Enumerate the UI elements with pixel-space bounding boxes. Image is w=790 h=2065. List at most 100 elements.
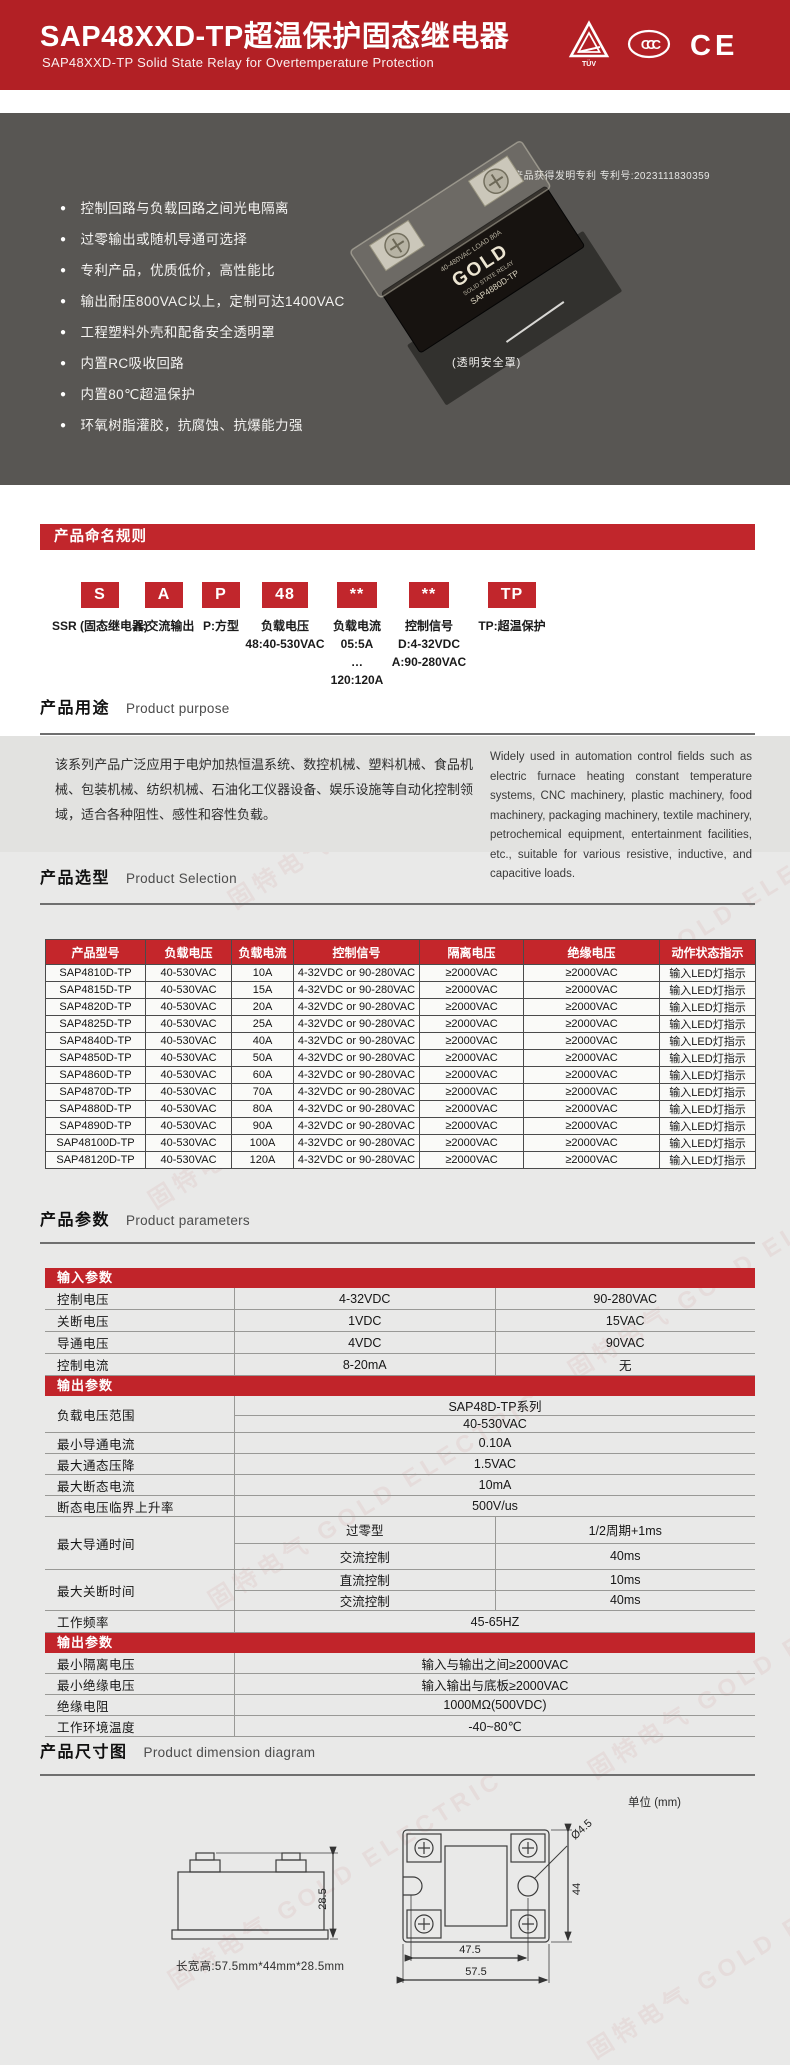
param-value: SAP48D-TP系列 <box>448 1400 542 1414</box>
table-cell: 10A <box>231 964 294 982</box>
table-row: SAP48120D-TP 40-530VAC 120A 4-32VDC or 90-2… <box>45 1151 756 1169</box>
parameters-table: 输入参数 控制电压 4-32VDC 90-280VAC 关断电压 1VDC 15… <box>45 1268 755 1737</box>
table-cell: ≥2000VAC <box>419 1100 524 1118</box>
table-row: SAP4850D-TP 40-530VAC 50A 4-32VDC or 90-280… <box>45 1049 756 1067</box>
param-section-bar: 输入参数 <box>45 1268 755 1288</box>
param-row: 最小导通电流 0.10A <box>45 1433 755 1454</box>
table-cell: 20A <box>231 998 294 1016</box>
table-row: SAP4840D-TP 40-530VAC 40A 4-32VDC or 90-280… <box>45 1032 756 1050</box>
table-cell: 4-32VDC or 90-280VAC <box>293 1083 420 1101</box>
table-cell: SAP4820D-TP <box>45 998 146 1016</box>
naming-desc: SSR (固态继电器) <box>51 619 148 633</box>
param-condition: 交流控制 <box>339 1550 390 1565</box>
param-row: 导通电压 4VDC 90VAC <box>45 1332 755 1354</box>
feature-item: 工程塑料外壳和配备安全透明罩 <box>60 321 345 341</box>
naming-desc: 负载电流 <box>332 619 381 633</box>
column-header: 绝缘电压 <box>523 939 660 965</box>
table-header-row: 产品型号 负载电压 负载电流 控制信号 隔离电压 绝缘电压 动作状态指示 <box>45 939 756 965</box>
table-cell: ≥2000VAC <box>419 981 524 999</box>
table-cell: 4-32VDC or 90-280VAC <box>293 1134 420 1152</box>
table-cell: 120A <box>231 1151 294 1169</box>
param-value: 40ms <box>494 1590 756 1610</box>
purpose-title: 产品用途 Product purpose <box>40 694 230 718</box>
table-cell: SAP4880D-TP <box>45 1100 146 1118</box>
table-cell: 4-32VDC or 90-280VAC <box>293 981 420 999</box>
table-cell: SAP4870D-TP <box>45 1083 146 1101</box>
table-cell: ≥2000VAC <box>419 998 524 1016</box>
table-cell: 输入LED灯指示 <box>659 1117 756 1135</box>
param-row: 断态电压临界上升率 500V/us <box>45 1496 755 1517</box>
param-row: 绝缘电阻 1000MΩ(500VDC) <box>45 1695 755 1716</box>
param-row: 工作频率 45-65HZ <box>45 1611 755 1633</box>
param-value: 0.10A <box>478 1436 512 1450</box>
ce-icon: CE <box>690 30 734 61</box>
patent-note: 该系列产品获得发明专利 专利号:2023111830359 <box>482 171 710 182</box>
dim-label-width-outer: 57.5 <box>465 1966 486 1978</box>
table-cell: 输入LED灯指示 <box>659 1151 756 1169</box>
param-row: 最小绝缘电压 输入输出与底板≥2000VAC <box>45 1674 755 1695</box>
parameters-title-zh: 产品参数 <box>40 1212 111 1229</box>
feature-item: 过零输出或随机导通可选择 <box>60 228 345 248</box>
table-cell: 50A <box>231 1049 294 1067</box>
column-header: 动作状态指示 <box>659 939 756 965</box>
param-value: 1000MΩ(500VDC) <box>443 1698 547 1712</box>
param-condition: 交流控制 <box>339 1594 390 1609</box>
table-row: SAP4880D-TP 40-530VAC 80A 4-32VDC or 90-280… <box>45 1100 756 1118</box>
purpose-title-zh: 产品用途 <box>40 700 111 717</box>
table-cell: 输入LED灯指示 <box>659 1015 756 1033</box>
table-cell: 70A <box>231 1083 294 1101</box>
table-cell: 40A <box>231 1032 294 1050</box>
param-label: 最大通态压降 <box>45 1454 235 1474</box>
table-cell: ≥2000VAC <box>419 1066 524 1084</box>
table-cell: SAP4840D-TP <box>45 1032 146 1050</box>
param-label: 控制电压 <box>45 1288 235 1309</box>
param-label: 断态电压临界上升率 <box>45 1496 235 1516</box>
table-cell: ≥2000VAC <box>523 1100 660 1118</box>
naming-code: 48 <box>262 582 308 608</box>
table-cell: 4-32VDC or 90-280VAC <box>293 1032 420 1050</box>
table-cell: 40-530VAC <box>145 1066 232 1084</box>
param-label: 最小绝缘电压 <box>45 1674 235 1694</box>
param-value: 1VDC <box>348 1313 382 1328</box>
naming-code: ** <box>336 582 378 608</box>
table-cell: 40-530VAC <box>145 1015 232 1033</box>
feature-item: 输出耐压800VAC以上，定制可达1400VAC <box>60 290 345 310</box>
column-header: 产品型号 <box>45 939 146 965</box>
param-label: 负载电压范围 <box>45 1396 235 1432</box>
section-divider <box>40 733 755 735</box>
naming-item: S SSR (固态继电器) <box>34 582 166 635</box>
param-row: 最大导通时间 过零型 1/2周期+1ms 交流控制 40ms <box>45 1517 755 1570</box>
table-cell: 40-530VAC <box>145 964 232 982</box>
dim-label-width-inner: 47.5 <box>459 1944 480 1956</box>
param-value: 4VDC <box>348 1335 382 1350</box>
naming-desc: D:4-32VDC <box>397 637 460 651</box>
table-cell: 40-530VAC <box>145 981 232 999</box>
purpose-title-en: Product purpose <box>126 701 230 716</box>
purpose-text-zh: 该系列产品广泛应用于电炉加热恒温系统、数控机械、塑料机械、食品机械、包装机械、纺… <box>55 757 473 822</box>
hero-section: 该系列产品获得发明专利 专利号:2023111830359 控制回路与负载回路之… <box>0 113 790 485</box>
param-label: 最大关断时间 <box>45 1570 235 1610</box>
dimension-caption: 长宽高:57.5mm*44mm*28.5mm <box>176 1961 345 1973</box>
param-row: 最小隔离电压 输入与输出之间≥2000VAC <box>45 1653 755 1674</box>
table-cell: SAP4810D-TP <box>45 964 146 982</box>
naming-code: A <box>144 582 184 608</box>
table-cell: 100A <box>231 1134 294 1152</box>
naming-desc: 120:120A <box>330 673 384 687</box>
parameters-title: 产品参数 Product parameters <box>40 1206 250 1230</box>
column-header: 控制信号 <box>293 939 420 965</box>
feature-item: 控制回路与负载回路之间光电隔离 <box>60 197 345 217</box>
table-cell: 80A <box>231 1100 294 1118</box>
table-cell: ≥2000VAC <box>523 1066 660 1084</box>
header: SAP48XXD-TP超温保护固态继电器 SAP48XXD-TP Solid S… <box>0 0 790 90</box>
table-cell: SAP48100D-TP <box>45 1134 146 1152</box>
table-cell: 4-32VDC or 90-280VAC <box>293 1049 420 1067</box>
section-divider <box>40 1242 755 1244</box>
table-cell: 4-32VDC or 90-280VAC <box>293 998 420 1016</box>
naming-desc: P:方型 <box>202 619 239 633</box>
ccc-icon: CCC <box>627 29 671 59</box>
table-cell: SAP4860D-TP <box>45 1066 146 1084</box>
dimensions-title-en: Product dimension diagram <box>143 1745 316 1760</box>
naming-desc: 05:5A <box>340 637 374 651</box>
selection-title-zh: 产品选型 <box>40 870 111 887</box>
table-cell: 输入LED灯指示 <box>659 1083 756 1101</box>
